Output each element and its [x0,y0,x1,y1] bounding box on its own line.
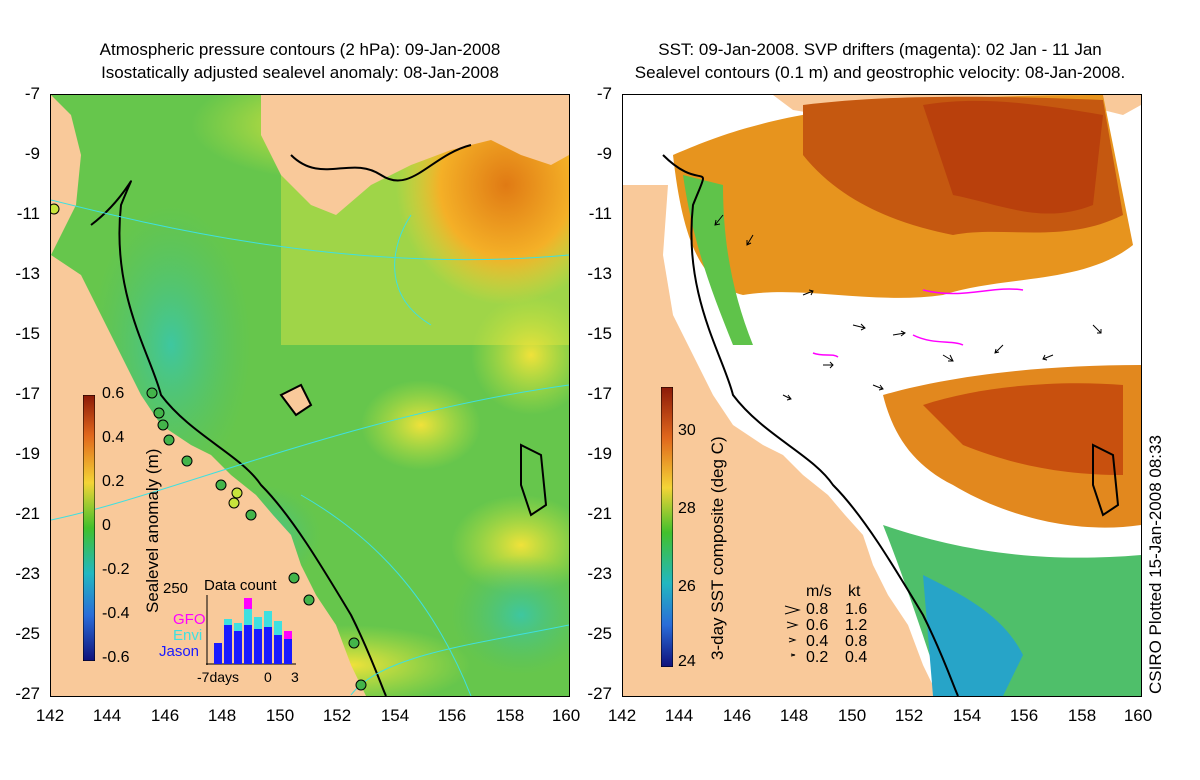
speed-legend-ms: 0.4 [806,633,829,650]
y-tick: -25 [15,624,40,643]
y-tick: -11 [16,204,40,223]
y-tick: -13 [15,264,40,283]
x-tick: 152 [894,706,924,725]
y-tick: -27 [15,684,40,703]
y-tick: -7 [596,84,612,103]
sst-cb-tick: 26 [678,578,696,595]
x-tick: 156 [1009,706,1039,725]
y-tick: -21 [15,504,40,523]
legend-gfo: GFO [173,611,206,628]
x-tick: 160 [551,706,581,725]
x-tick: 158 [1067,706,1097,725]
sl-cb-tick: 0.4 [102,429,125,446]
speed-legend-ms: 0.6 [806,617,829,634]
x-tick: 142 [607,706,637,725]
sst-cb-tick: 30 [678,422,696,439]
left-title-line1: Atmospheric pressure contours (2 hPa): 0… [99,40,501,59]
speed-legend-kt-header: kt [848,583,861,600]
plotted-timestamp: CSIRO Plotted 15-Jan-2008 08:33 [1146,435,1165,694]
speed-legend-ms: 0.8 [806,601,829,618]
sl-cb-tick: -0.2 [102,561,130,578]
inset-title: Data count [204,577,277,594]
x-tick: 152 [322,706,352,725]
inset-x-tick-start: -7days [197,669,240,685]
x-tick: 142 [35,706,65,725]
speed-legend-kt: 0.4 [845,649,868,666]
legend-jason: Jason [159,643,200,660]
data-count-inset [206,595,296,665]
sst-colorbar-label: 3-day SST composite (deg C) [708,436,727,660]
speed-legend-kt: 0.8 [845,633,868,650]
sst-cb-tick: 24 [678,653,696,670]
inset-y-tick: 250 [163,580,189,597]
inset-x-tick-zero: 0 [264,669,272,685]
x-tick: 148 [779,706,809,725]
right-title-line2: Sealevel contours (0.1 m) and geostrophi… [634,63,1126,82]
y-tick: -13 [587,264,612,283]
y-tick: -15 [15,324,40,343]
sst-cb-tick: 28 [678,500,696,517]
sst-colorbar [661,387,673,667]
y-tick: -19 [587,444,612,463]
y-tick: -27 [587,684,612,703]
x-tick: 154 [952,706,982,725]
y-tick: -25 [587,624,612,643]
sealevel-colorbar [83,395,95,661]
sl-cb-tick: -0.4 [102,605,130,622]
x-tick: 154 [380,706,410,725]
y-tick: -9 [596,144,612,163]
sst-map-panel: m/s kt 0.8 1.6 0.6 1.2 0.4 0.8 0.2 0.4 [622,94,1142,697]
speed-legend-arrows [784,605,801,657]
y-tick: -21 [587,504,612,523]
y-tick: -23 [587,564,612,583]
x-tick: 150 [837,706,867,725]
speed-legend-kt: 1.2 [845,617,868,634]
inset-x-tick-end: 3 [291,669,299,685]
sealevel-map [51,95,569,696]
x-tick: 148 [207,706,237,725]
y-tick: -17 [15,384,40,403]
y-tick: -7 [24,84,40,103]
y-tick: -17 [587,384,612,403]
x-tick: 150 [265,706,295,725]
sealevel-colorbar-label: Sealevel anomaly (m) [143,448,162,613]
sl-cb-tick: 0 [102,517,111,534]
y-tick: -15 [587,324,612,343]
x-tick: 144 [664,706,694,725]
x-tick: 156 [437,706,467,725]
sealevel-map-panel: Data count 250 GFO Envi Jason -7days 0 3 [50,94,570,697]
legend-envi: Envi [173,627,203,644]
y-tick: -23 [15,564,40,583]
x-tick: 146 [722,706,752,725]
speed-legend-kt: 1.6 [845,601,868,618]
x-tick: 144 [92,706,122,725]
right-title-line1: SST: 09-Jan-2008. SVP drifters (magenta)… [658,40,1102,59]
x-tick: 158 [495,706,525,725]
y-tick: -19 [15,444,40,463]
left-title-line2: Isostatically adjusted sealevel anomaly:… [101,63,499,82]
sl-cb-tick: 0.6 [102,385,125,402]
speed-legend-ms-header: m/s [806,583,832,600]
speed-legend-ms: 0.2 [806,649,829,666]
sst-map [623,95,1141,696]
y-tick: -9 [24,144,40,163]
x-tick: 146 [150,706,180,725]
sl-cb-tick: -0.6 [102,649,130,666]
y-tick: -11 [588,204,612,223]
sl-cb-tick: 0.2 [102,473,125,490]
x-tick: 160 [1123,706,1153,725]
